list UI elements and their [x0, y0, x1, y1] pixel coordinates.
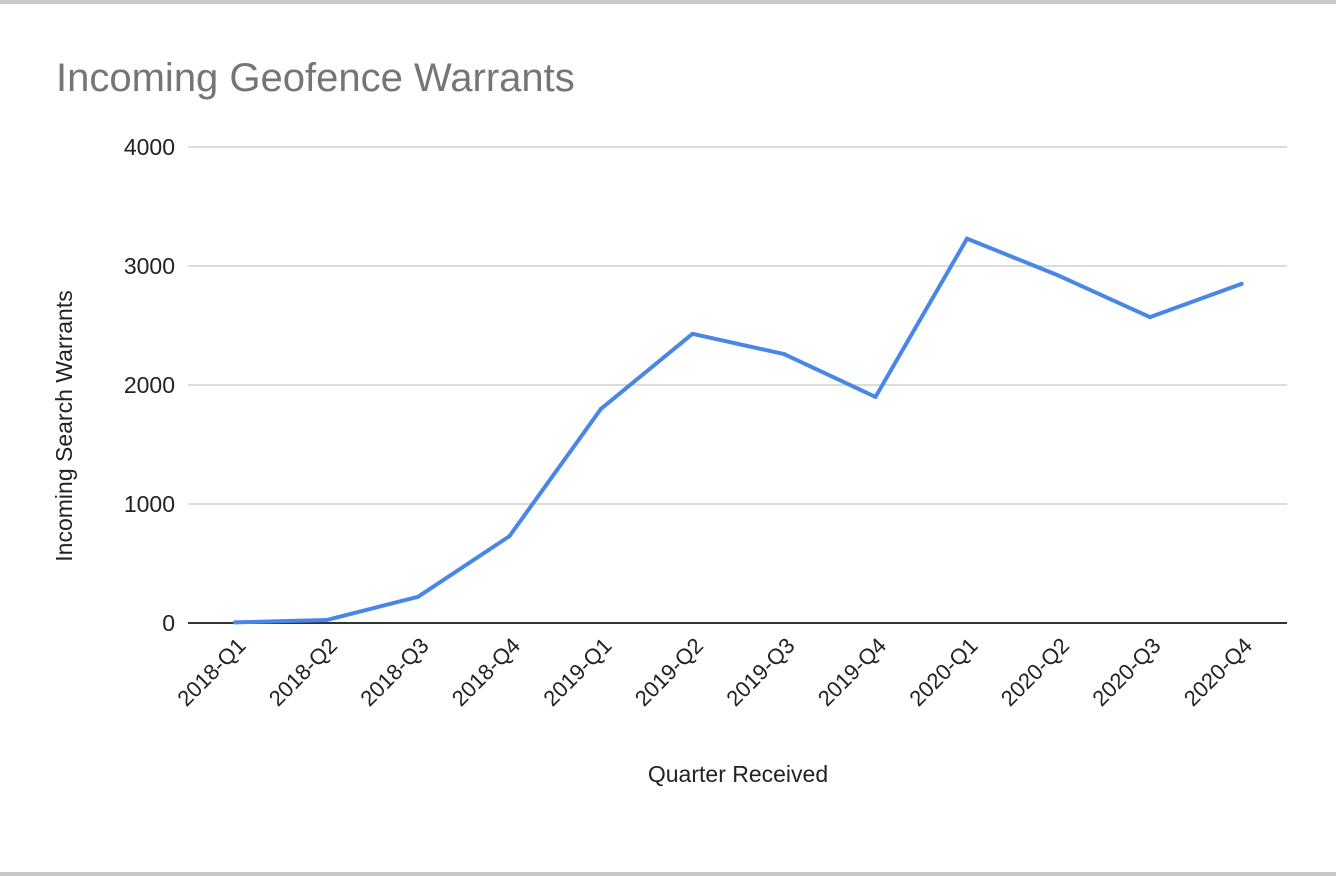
x-tick-label: 2018-Q2	[264, 633, 342, 711]
data-point	[1239, 281, 1244, 286]
x-tick-label: 2019-Q2	[630, 633, 708, 711]
data-point	[965, 236, 969, 241]
x-tick-label: 2019-Q3	[721, 633, 799, 711]
y-axis-ticks: 0 1000 2000 3000 4000	[124, 134, 175, 636]
grid-lines	[188, 146, 1287, 505]
x-axis-ticks: 2018-Q1 2018-Q2 2018-Q3 2018-Q4 2019-Q1 2019-…	[172, 633, 1257, 711]
data-point	[1148, 315, 1152, 320]
data-point	[690, 331, 695, 336]
y-tick-label: 1000	[124, 491, 175, 517]
x-tick-label: 2019-Q1	[538, 633, 616, 711]
x-tick-label: 2020-Q4	[1179, 633, 1257, 711]
data-point	[782, 352, 786, 357]
data-point	[507, 534, 512, 539]
y-axis-title: Incoming Search Warrants	[51, 290, 77, 561]
data-point	[1056, 273, 1061, 278]
x-tick-label: 2018-Q4	[447, 633, 525, 711]
x-tick-label: 2020-Q2	[996, 633, 1074, 711]
x-axis-title: Quarter Received	[648, 761, 828, 787]
data-point	[233, 620, 237, 625]
series-group	[233, 236, 1244, 625]
chart-title: Incoming Geofence Warrants	[56, 56, 575, 100]
data-point	[599, 406, 603, 411]
data-point	[416, 594, 420, 599]
x-tick-label: 2020-Q1	[904, 633, 982, 711]
frame-top-border	[0, 0, 1336, 4]
data-point	[324, 618, 329, 623]
y-tick-label: 2000	[124, 372, 175, 398]
x-tick-label: 2019-Q4	[813, 633, 891, 711]
x-tick-label: 2018-Q1	[172, 633, 250, 711]
frame-bottom-border	[0, 872, 1336, 876]
x-tick-label: 2020-Q3	[1087, 633, 1165, 711]
y-tick-label: 3000	[124, 253, 175, 279]
y-tick-label: 0	[162, 610, 175, 636]
x-tick-label: 2018-Q3	[355, 633, 433, 711]
y-tick-label: 4000	[124, 134, 175, 160]
series-line	[233, 236, 1244, 625]
data-point	[873, 394, 878, 399]
